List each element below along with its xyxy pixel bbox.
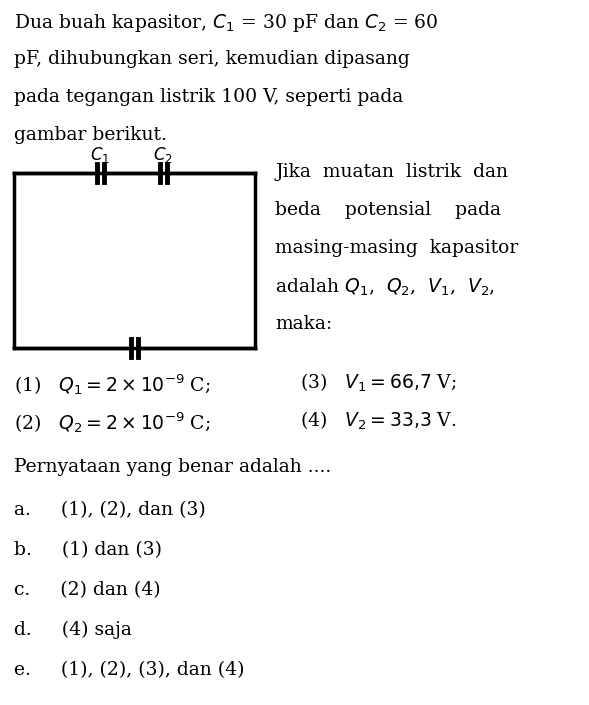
Text: a.     (1), (2), dan (3): a. (1), (2), dan (3) (14, 501, 206, 519)
Text: b.     (1) dan (3): b. (1) dan (3) (14, 541, 162, 559)
Text: pada tegangan listrik 100 V, seperti pada: pada tegangan listrik 100 V, seperti pad… (14, 88, 403, 106)
Text: (1)   $Q_1 = 2 \times 10^{-9}$ C;: (1) $Q_1 = 2 \times 10^{-9}$ C; (14, 372, 211, 397)
Text: Pernyataan yang benar adalah ....: Pernyataan yang benar adalah .... (14, 458, 331, 476)
Text: Jika  muatan  listrik  dan: Jika muatan listrik dan (275, 163, 508, 181)
Text: $C_1$: $C_1$ (90, 145, 110, 165)
Text: adalah $Q_1$,  $Q_2$,  $V_1$,  $V_2$,: adalah $Q_1$, $Q_2$, $V_1$, $V_2$, (275, 277, 495, 298)
Text: d.     (4) saja: d. (4) saja (14, 621, 132, 639)
Text: (2)   $Q_2 = 2 \times 10^{-9}$ C;: (2) $Q_2 = 2 \times 10^{-9}$ C; (14, 410, 211, 435)
Text: beda    potensial    pada: beda potensial pada (275, 201, 501, 219)
Text: masing-masing  kapasitor: masing-masing kapasitor (275, 239, 518, 257)
Text: $C_2$: $C_2$ (153, 145, 173, 165)
Text: maka:: maka: (275, 315, 332, 333)
Text: c.     (2) dan (4): c. (2) dan (4) (14, 581, 161, 599)
Text: pF, dihubungkan seri, kemudian dipasang: pF, dihubungkan seri, kemudian dipasang (14, 50, 410, 68)
Text: e.     (1), (2), (3), dan (4): e. (1), (2), (3), dan (4) (14, 661, 244, 679)
Text: (4)   $V_2 = 33{,}3$ V.: (4) $V_2 = 33{,}3$ V. (300, 410, 456, 432)
Text: (3)   $V_1 = 66{,}7$ V;: (3) $V_1 = 66{,}7$ V; (300, 372, 457, 394)
Text: gambar berikut.: gambar berikut. (14, 126, 167, 144)
Text: Dua buah kapasitor, $C_1$ = 30 pF dan $C_2$ = 60: Dua buah kapasitor, $C_1$ = 30 pF dan $C… (14, 12, 438, 34)
